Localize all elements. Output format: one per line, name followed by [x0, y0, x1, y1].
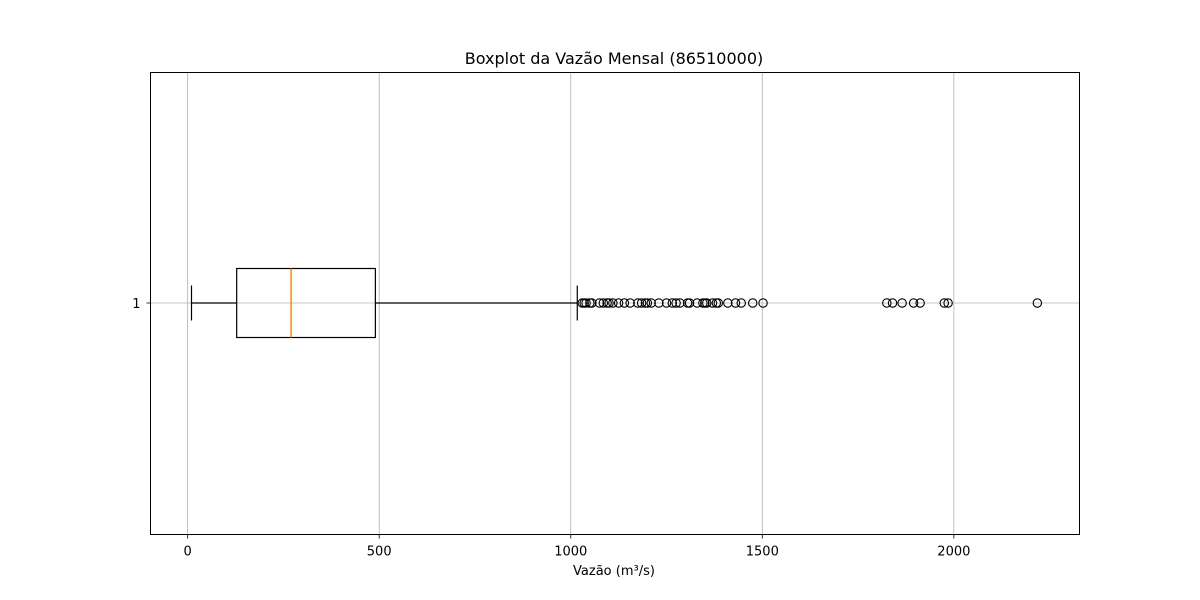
outlier-point	[882, 298, 892, 308]
outlier-point	[671, 298, 681, 308]
x-tick-label: 1000	[554, 545, 587, 560]
outlier-point	[943, 298, 953, 308]
outlier-point	[675, 298, 685, 308]
y-axis-ticks: 1	[132, 297, 151, 312]
outlier-point	[667, 298, 678, 308]
x-tick-label: 2000	[937, 545, 970, 560]
outlier-point	[654, 298, 664, 308]
outlier-point	[646, 298, 656, 308]
plot-frame	[150, 72, 1080, 535]
y-tick-label: 1	[132, 297, 140, 312]
outlier-point	[636, 298, 647, 308]
outlier-point	[730, 298, 741, 308]
outlier-point	[608, 298, 618, 308]
outlier-point	[702, 298, 712, 308]
outlier-point	[587, 298, 597, 308]
x-tick-label: 1500	[746, 545, 779, 560]
x-tick-label: 0	[184, 545, 192, 560]
outlier-point	[619, 298, 630, 308]
outlier-point	[713, 298, 723, 308]
iqr-box	[236, 267, 376, 339]
outlier-point	[736, 298, 746, 308]
outlier-point	[581, 298, 591, 308]
outlier-point	[908, 298, 919, 308]
outlier-point	[915, 298, 925, 308]
outlier-point	[661, 298, 672, 308]
outlier-point	[887, 298, 898, 308]
x-tick-label: 500	[367, 545, 392, 560]
outlier-point	[598, 298, 609, 308]
box-group	[190, 267, 1043, 339]
outlier-point	[707, 298, 718, 308]
outlier-point	[939, 298, 950, 308]
outlier-point	[747, 298, 758, 308]
outlier-point	[758, 298, 768, 308]
outlier-point	[633, 298, 643, 308]
x-axis-ticks: 0 500 1000 1500 2000	[184, 534, 970, 560]
outlier-point	[642, 298, 653, 308]
outlier-point	[625, 298, 635, 308]
outlier-point	[1032, 298, 1043, 308]
outlier-point	[692, 298, 702, 308]
x-axis-label: Vazão (m³/s)	[573, 564, 655, 579]
outlier-point	[613, 298, 624, 308]
outlier-point	[594, 298, 605, 308]
chart-title: Boxplot da Vazão Mensal (86510000)	[465, 49, 764, 68]
outlier-point	[897, 298, 907, 308]
outlier-point	[604, 298, 614, 308]
outlier-point	[684, 298, 695, 308]
outlier-point	[723, 298, 733, 308]
